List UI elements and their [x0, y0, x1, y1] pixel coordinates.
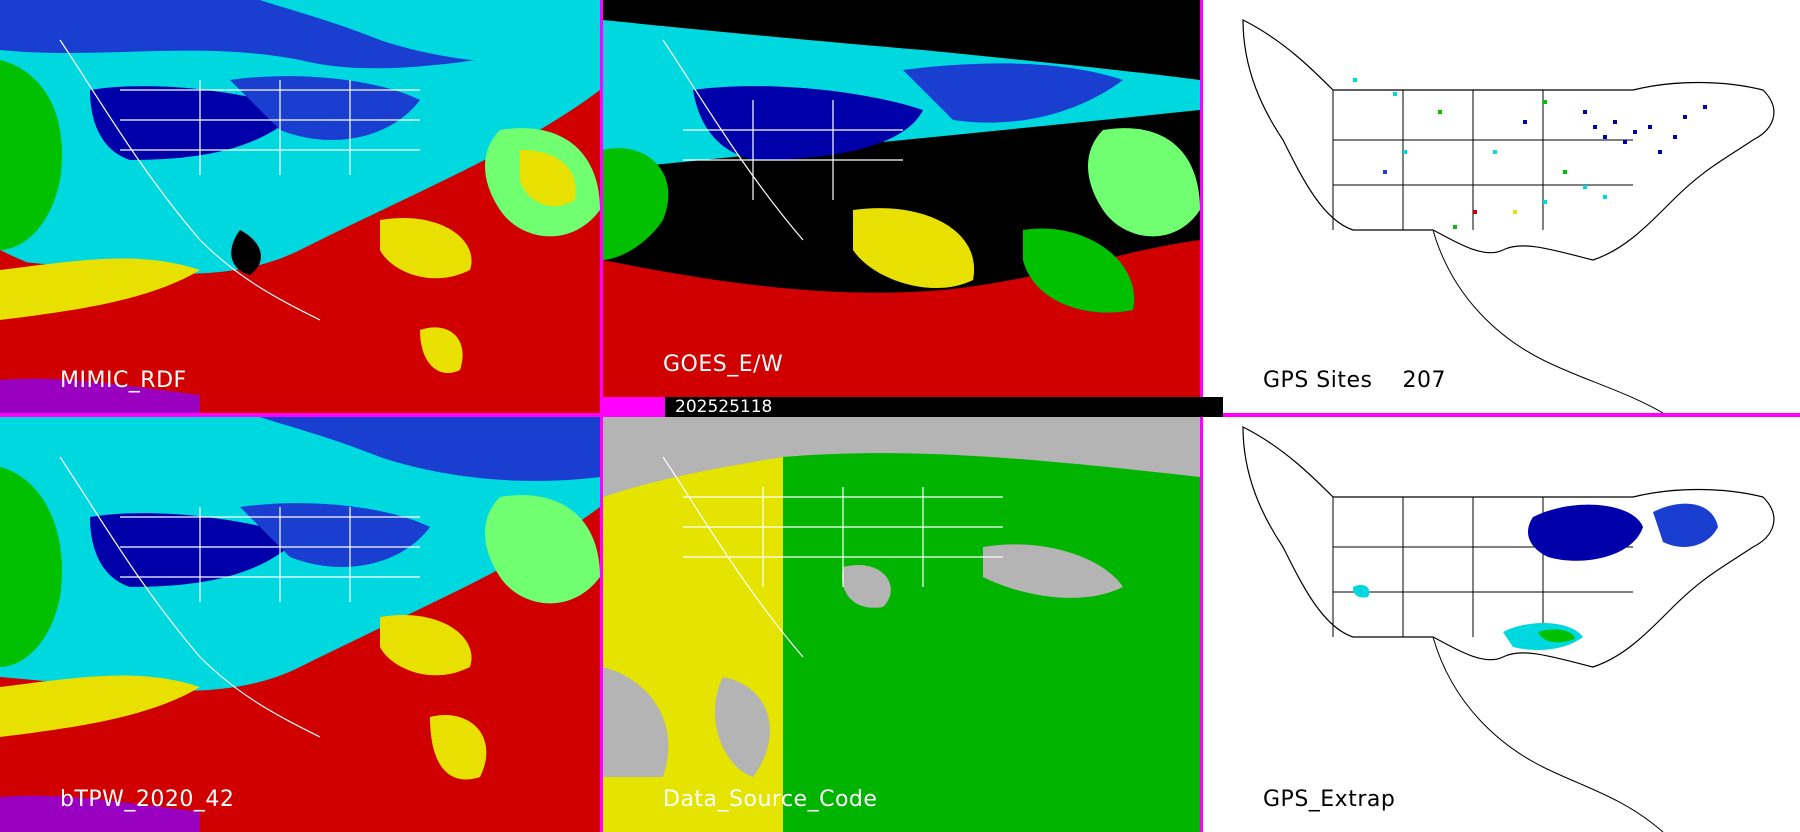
timestamp-bar: 202525118	[665, 397, 1223, 417]
data-source-code-map	[603, 417, 1200, 832]
panel-label-mimic: MIMIC_RDF	[60, 368, 187, 393]
gps-sites-panel: GPS Sites 207	[1203, 0, 1800, 413]
goes-ew-panel: GOES_E/W	[603, 0, 1200, 397]
mimic-rdf-panel: MIMIC_RDF	[0, 0, 600, 413]
gps-site-markers	[1353, 78, 1707, 229]
panel-label-gps-sites: GPS Sites 207	[1263, 368, 1446, 393]
panel-label-gps-extrap: GPS_Extrap	[1263, 787, 1396, 812]
panel-label-goes: GOES_E/W	[663, 352, 784, 377]
gps-sites-map	[1203, 0, 1800, 413]
gps-extrap-map	[1203, 417, 1800, 832]
mimic-rdf-map	[0, 0, 600, 413]
btpw-panel: bTPW_2020_42	[0, 417, 600, 832]
panel-label-data-source-code: Data_Source_Code	[663, 787, 878, 812]
data-source-code-panel: Data_Source_Code	[603, 417, 1200, 832]
panel-label-btpw: bTPW_2020_42	[60, 787, 235, 812]
gps-sites-count: 207	[1402, 368, 1446, 393]
gps-extrap-panel: GPS_Extrap	[1203, 417, 1800, 832]
btpw-map	[0, 417, 600, 832]
gps-sites-label-text: GPS Sites	[1263, 368, 1373, 393]
goes-ew-map	[603, 0, 1200, 397]
